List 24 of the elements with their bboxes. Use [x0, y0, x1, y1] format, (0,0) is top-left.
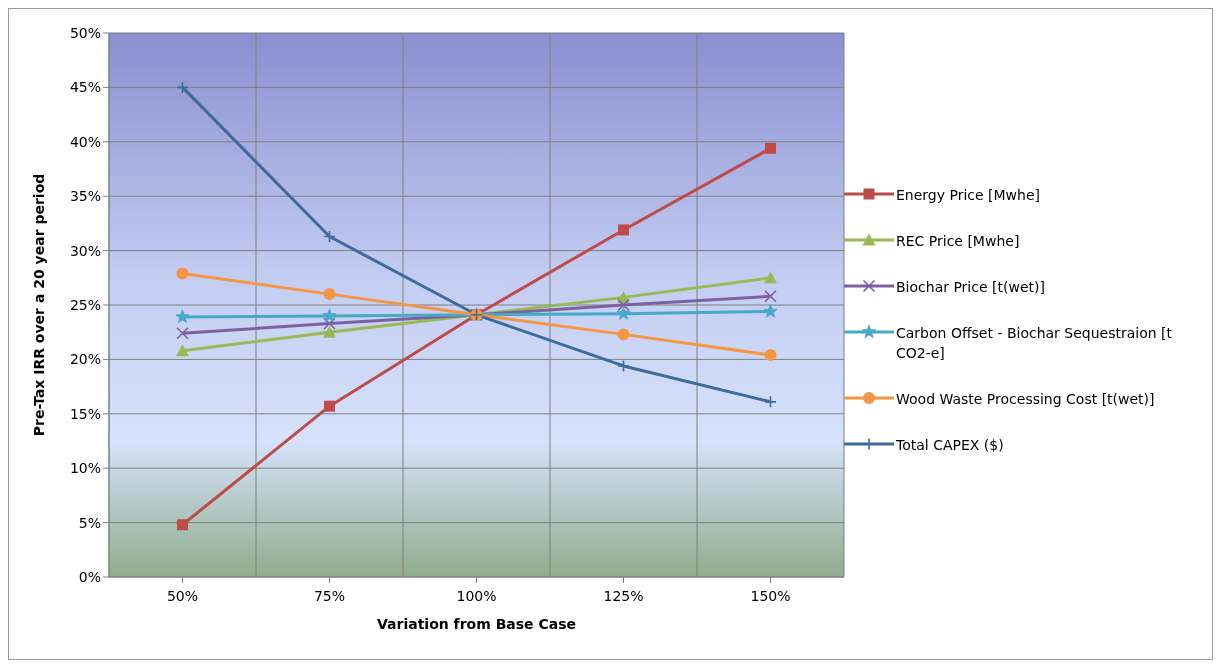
legend-label: Total CAPEX ($)	[896, 436, 1004, 455]
y-tick-label: 25%	[69, 296, 101, 313]
y-tick-label: 5%	[78, 514, 101, 531]
legend-label: Carbon Offset - Biochar Sequestraion [t CO2-e]	[896, 324, 1174, 363]
x-tick-label: 100%	[456, 587, 497, 604]
y-axis-title: Pre-Tax IRR over a 20 year period	[30, 173, 47, 437]
legend-label: REC Price [Mwhe]	[896, 232, 1020, 251]
y-tick-label: 20%	[69, 351, 101, 368]
x-axis-title: Variation from Base Case	[376, 616, 577, 632]
legend-label: Energy Price [Mwhe]	[896, 186, 1041, 205]
x-tick-label: 125%	[603, 587, 644, 604]
y-tick-label: 0%	[78, 568, 101, 585]
x-tick-label: 75%	[313, 587, 346, 604]
y-tick-label: 50%	[69, 24, 101, 41]
x-tick-label: 50%	[166, 587, 199, 604]
y-tick-label: 40%	[69, 133, 101, 150]
legend-label: Biochar Price [t(wet)]	[896, 278, 1045, 297]
x-tick-label: 150%	[750, 587, 791, 604]
legend-label: Wood Waste Processing Cost [t(wet)]	[896, 390, 1155, 409]
y-tick-label: 10%	[69, 460, 101, 477]
y-tick-label: 30%	[69, 242, 101, 259]
y-tick-label: 35%	[69, 188, 101, 205]
y-tick-label: 45%	[69, 79, 101, 96]
y-tick-label: 15%	[69, 405, 101, 422]
